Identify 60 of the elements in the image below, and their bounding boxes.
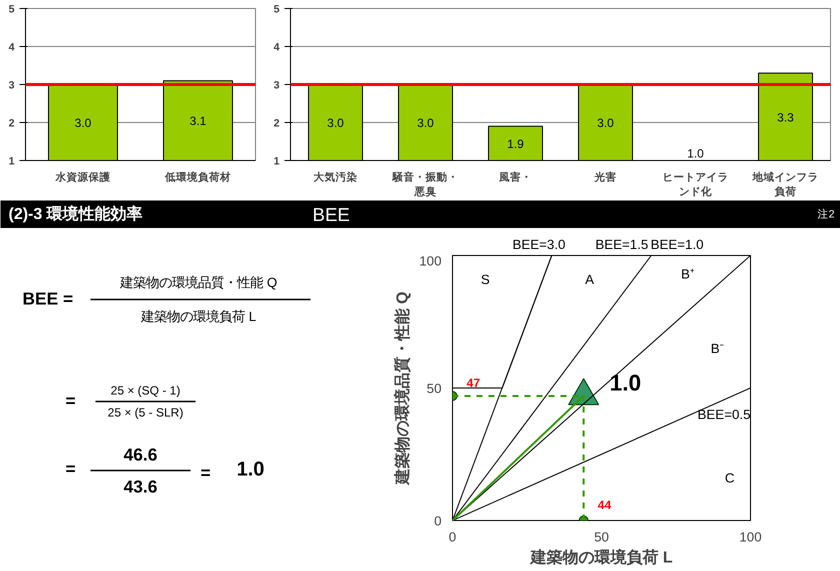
annotation: B⁺: [680, 266, 695, 282]
x-tick-label: 騒音・振動・悪臭: [392, 170, 458, 198]
x-tick-label: ヒートアイランド化: [662, 172, 728, 198]
text: 建築物の環境品質・性能 Q: [119, 275, 278, 290]
y-tick-label: 5: [274, 4, 280, 16]
text: 建築物の環境負荷 L: [140, 309, 256, 324]
y-tick-label: 50: [426, 381, 442, 396]
x-tick-label: 50: [594, 530, 609, 544]
annotation: A: [585, 272, 594, 287]
data-label: 1.0: [687, 146, 704, 160]
annotation: 47: [466, 376, 480, 390]
y-tick-label: 3: [8, 80, 15, 92]
data-label: 3.0: [74, 116, 92, 130]
y-tick-label: 100: [419, 254, 442, 268]
x-tick-label: 風害・: [498, 170, 532, 184]
text: BEE =: [22, 288, 74, 308]
x-tick-label: 地域インフラ負荷: [752, 170, 818, 198]
text: =: [200, 462, 211, 482]
text: BEE: [312, 204, 350, 225]
data-label: 3.0: [327, 116, 344, 130]
text: BEE=1.5: [595, 237, 648, 252]
text: 25 × (5 - SLR): [108, 406, 184, 420]
x-tick-label: 低環境負荷材: [164, 170, 231, 184]
text: =: [65, 458, 76, 478]
x-tick-label: 水資源保護: [54, 170, 110, 184]
text: 注2: [818, 208, 835, 220]
y-tick-label: 1: [274, 156, 280, 168]
text: 25 × (SQ - 1): [110, 384, 180, 398]
data-label: 1.9: [507, 136, 524, 151]
y-tick-label: 2: [8, 118, 15, 130]
text: 43.6: [124, 476, 158, 496]
y-axis-title: 建築物の環境品質・性能 Q: [392, 292, 412, 486]
x-tick-label: 100: [739, 530, 762, 544]
annotation: 44: [598, 498, 612, 512]
data-label: 3.1: [190, 114, 207, 128]
y-tick-label: 5: [8, 4, 15, 16]
text: BEE=3.0: [512, 237, 566, 252]
y-tick-label: 0: [434, 514, 442, 528]
y-tick-label: 2: [274, 118, 280, 130]
x-tick-label: 光害: [594, 170, 616, 184]
annotation: 1.0: [610, 370, 642, 396]
data-label: 3.0: [417, 116, 434, 130]
y-tick-label: 4: [274, 42, 280, 54]
x-tick-label: 0: [448, 530, 456, 544]
data-label: 3.0: [597, 116, 614, 130]
text: BEE=1.0: [650, 237, 704, 252]
data-label: 3.3: [777, 110, 794, 124]
annotation: S: [480, 272, 490, 287]
text: 1.0: [236, 458, 264, 480]
text: =: [65, 390, 76, 410]
y-tick-label: 3: [274, 80, 280, 92]
annotation: C: [724, 470, 735, 486]
text: (2)-3 環境性能効率: [8, 204, 143, 223]
y-tick-label: 4: [8, 42, 15, 54]
y-tick-label: 1: [8, 156, 15, 168]
annotation: B⁻: [710, 340, 725, 356]
x-tick-label: 大気汚染: [314, 170, 358, 184]
annotation: BEE=0.5: [698, 407, 751, 422]
x-axis-title: 建築物の環境負荷 L: [528, 548, 673, 566]
text: 46.6: [124, 444, 158, 464]
